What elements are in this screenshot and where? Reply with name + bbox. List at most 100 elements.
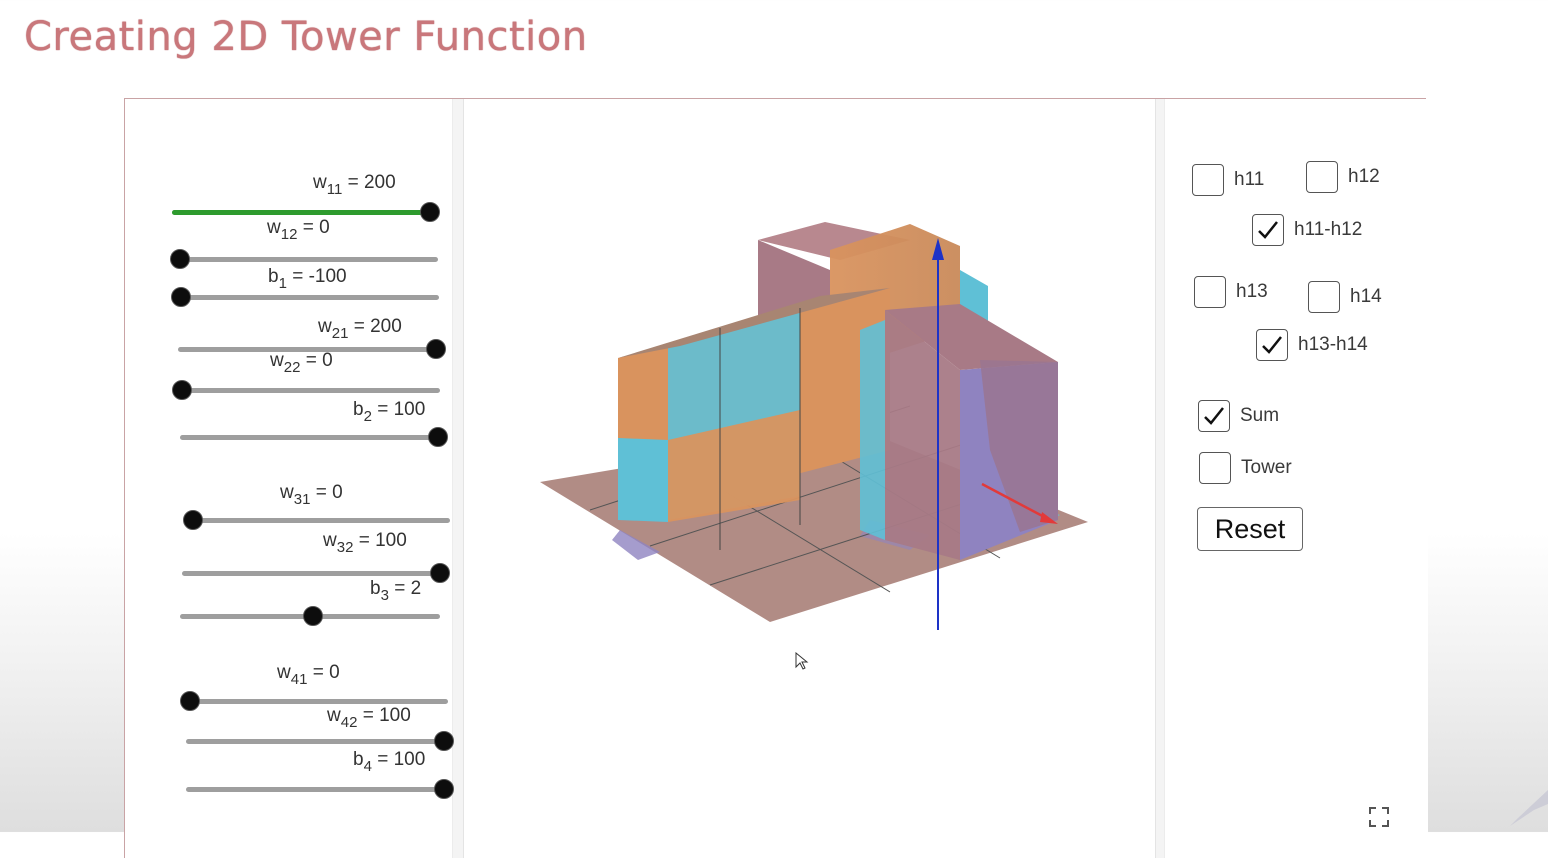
checkbox-sum[interactable]: Sum [1198, 400, 1279, 432]
slider-var: w [280, 482, 294, 503]
block-front-orange-band [668, 410, 800, 522]
checkbox-h12[interactable]: h12 [1306, 161, 1380, 193]
slider-var: w [267, 217, 281, 238]
slider-value: 100 [393, 749, 426, 770]
slider-track[interactable] [186, 787, 444, 792]
reset-button[interactable]: Reset [1197, 507, 1303, 551]
slider-var: b [353, 749, 364, 770]
slider-var: w [318, 316, 332, 337]
slider-label: w32 = 100 [323, 530, 407, 556]
slider-subscript: 31 [293, 491, 311, 508]
equals-sign: = [300, 350, 323, 371]
slider-track[interactable] [182, 388, 440, 393]
equals-sign: = [353, 530, 376, 551]
block-right-cyan-strip [860, 320, 885, 540]
checkbox-h11[interactable]: h11 [1192, 164, 1264, 196]
checkbox-label: h13-h14 [1298, 334, 1368, 355]
checkbox-tower[interactable]: Tower [1199, 452, 1292, 484]
slider-subscript: 12 [280, 226, 298, 243]
slider-label: b1 = -100 [268, 266, 347, 292]
slider-handle[interactable] [171, 287, 191, 307]
slider-value: 100 [393, 399, 426, 420]
checkbox-label: h11 [1234, 169, 1265, 190]
checkbox-h14[interactable]: h14 [1308, 281, 1382, 313]
slider-label: w31 = 0 [280, 482, 343, 508]
slider-subscript: 21 [331, 325, 349, 342]
checkbox-h11-h12[interactable]: h11-h12 [1252, 214, 1362, 246]
slider-track[interactable] [182, 571, 440, 576]
slider-value: 100 [379, 705, 411, 726]
equals-sign: = [307, 662, 330, 683]
slider-value: 0 [322, 350, 333, 371]
slider-label: w22 = 0 [270, 350, 333, 376]
slider-track[interactable] [181, 295, 439, 300]
slider-handle[interactable] [420, 202, 440, 222]
slider-value: 0 [319, 217, 330, 238]
equals-sign: = [348, 316, 371, 337]
checkbox-unchecked[interactable] [1194, 276, 1226, 308]
checkbox-checked[interactable] [1256, 329, 1288, 361]
checkbox-checked[interactable] [1198, 400, 1230, 432]
checkbox-unchecked[interactable] [1308, 281, 1340, 313]
slider-handle[interactable] [434, 731, 454, 751]
block-left-cyan [618, 438, 668, 522]
slider-handle[interactable] [434, 779, 454, 799]
checkbox-unchecked[interactable] [1306, 161, 1338, 193]
block-right-front [885, 310, 960, 560]
block-right-mauve [980, 360, 1058, 532]
slider-handle[interactable] [426, 339, 446, 359]
slider-var: w [313, 172, 327, 193]
slider-var: w [277, 662, 291, 683]
checkbox-label: h12 [1348, 166, 1380, 187]
base-plane-purple-patch [612, 530, 660, 560]
slider-handle[interactable] [302, 606, 323, 626]
checkbox-checked[interactable] [1252, 214, 1284, 246]
slider-track[interactable] [180, 257, 438, 262]
checkbox-label: h14 [1350, 286, 1382, 307]
slider-handle[interactable] [180, 691, 200, 711]
slider-subscript: 22 [283, 359, 301, 376]
x-axis-arrow-icon [1040, 512, 1058, 524]
x-axis-line [981, 482, 1051, 522]
graph-3d-view[interactable] [520, 200, 1100, 640]
z-axis-arrow-icon [932, 238, 944, 260]
slider-subscript: 42 [340, 714, 358, 731]
checkbox-unchecked[interactable] [1199, 452, 1231, 484]
checkbox-h13[interactable]: h13 [1194, 276, 1268, 308]
slider-subscript: 2 [363, 408, 372, 425]
slider-subscript: 41 [290, 671, 308, 688]
slider-handle[interactable] [172, 380, 192, 400]
checkbox-h13-h14[interactable]: h13-h14 [1256, 329, 1368, 361]
slider-subscript: 32 [336, 539, 354, 556]
slider-track[interactable] [193, 518, 450, 523]
checkbox-label: h13 [1236, 281, 1268, 302]
slider-handle[interactable] [428, 427, 448, 447]
equals-sign: = [342, 172, 364, 193]
block-top [618, 288, 890, 358]
slider-track[interactable] [178, 347, 436, 352]
slider-label: w41 = 0 [277, 662, 340, 688]
slider-track[interactable] [190, 699, 448, 704]
slider-value: 0 [332, 482, 343, 503]
slider-value: 0 [329, 662, 340, 683]
slider-handle[interactable] [430, 563, 450, 583]
block-right-top [885, 304, 1058, 370]
checkmark-icon [1204, 407, 1224, 425]
fullscreen-icon[interactable] [1368, 806, 1390, 828]
checkbox-label: Tower [1241, 457, 1292, 478]
slider-handle[interactable] [170, 249, 190, 269]
slider-value: -100 [308, 266, 347, 287]
slider-track[interactable] [180, 435, 438, 440]
checkbox-label: Sum [1240, 405, 1280, 426]
slider-handle[interactable] [183, 510, 203, 530]
equals-sign: = [286, 266, 309, 287]
slider-track[interactable] [186, 739, 444, 744]
equals-sign: = [371, 399, 394, 420]
slider-label: w42 = 100 [327, 705, 411, 731]
slider-track-fill [172, 210, 430, 215]
slider-label: b2 = 100 [353, 399, 425, 425]
equals-sign: = [388, 578, 411, 599]
slider-var: w [327, 705, 341, 726]
slider-panel [125, 99, 464, 858]
checkbox-unchecked[interactable] [1192, 164, 1224, 196]
